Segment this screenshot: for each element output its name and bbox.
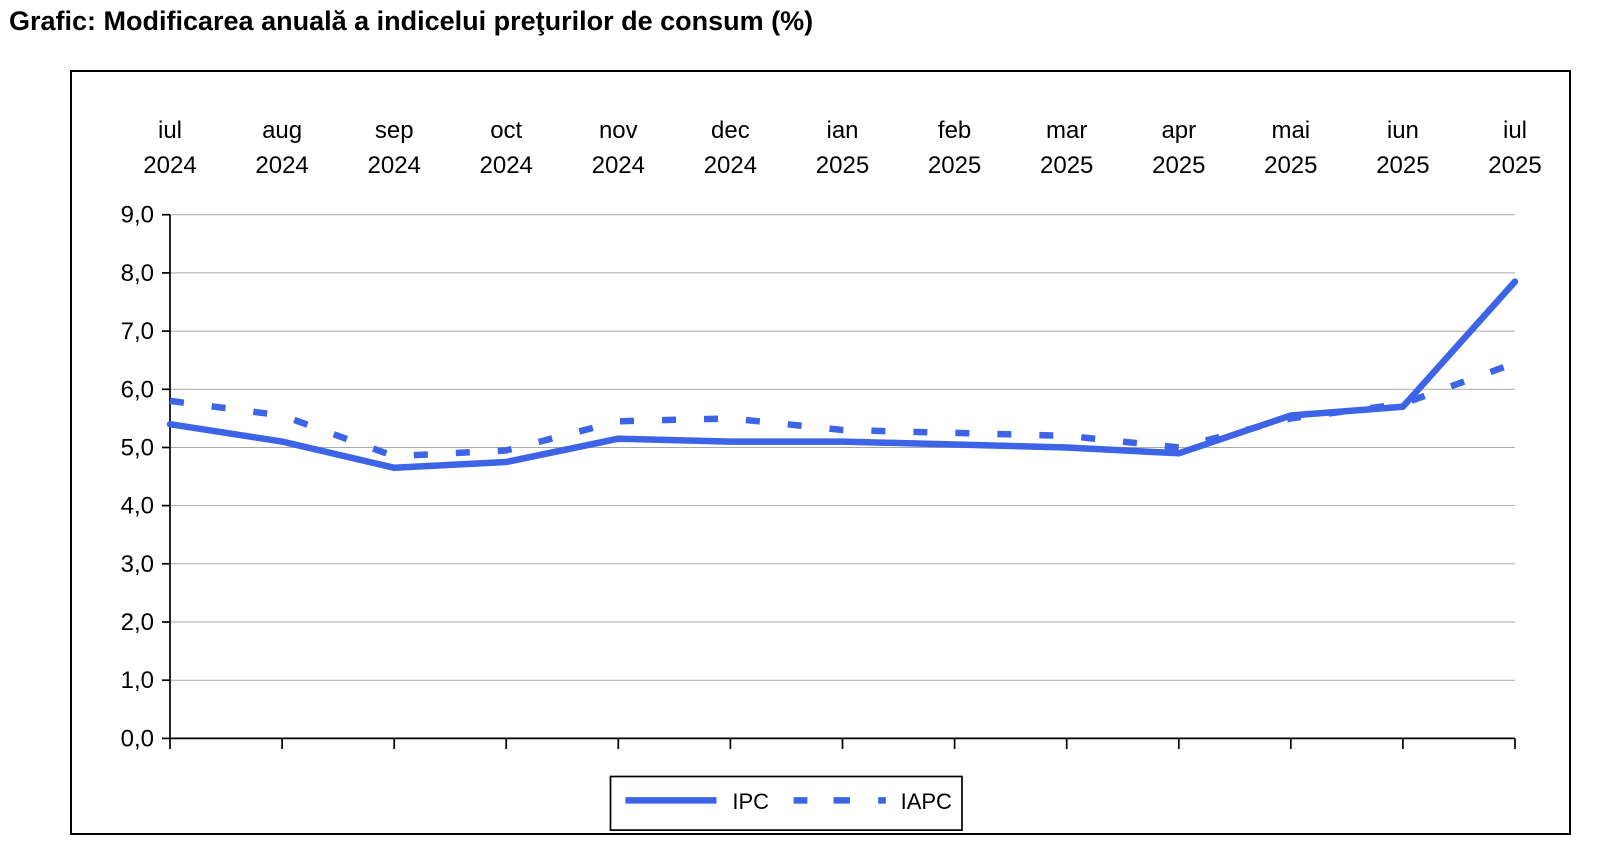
svg-text:nov: nov — [599, 117, 638, 144]
svg-text:feb: feb — [938, 117, 971, 144]
svg-text:2024: 2024 — [368, 152, 421, 179]
svg-text:ian: ian — [826, 117, 858, 144]
svg-text:6,0: 6,0 — [121, 376, 154, 403]
svg-text:IPC: IPC — [732, 789, 769, 814]
svg-text:2024: 2024 — [143, 152, 196, 179]
svg-text:mar: mar — [1046, 117, 1087, 144]
svg-text:aug: aug — [262, 117, 302, 144]
svg-text:2025: 2025 — [1264, 152, 1317, 179]
svg-text:9,0: 9,0 — [121, 202, 154, 229]
svg-text:iun: iun — [1387, 117, 1419, 144]
svg-text:5,0: 5,0 — [121, 435, 154, 462]
svg-text:2024: 2024 — [592, 152, 645, 179]
svg-text:1,0: 1,0 — [121, 667, 154, 694]
svg-text:apr: apr — [1161, 117, 1196, 144]
svg-text:2025: 2025 — [1488, 152, 1541, 179]
svg-text:oct: oct — [490, 117, 522, 144]
svg-text:iul: iul — [1503, 117, 1527, 144]
svg-text:mai: mai — [1271, 117, 1310, 144]
svg-text:iul: iul — [158, 117, 182, 144]
svg-text:4,0: 4,0 — [121, 493, 154, 520]
svg-text:2025: 2025 — [816, 152, 869, 179]
svg-text:2024: 2024 — [255, 152, 308, 179]
svg-text:2025: 2025 — [1152, 152, 1205, 179]
svg-text:2025: 2025 — [1040, 152, 1093, 179]
svg-text:2024: 2024 — [480, 152, 533, 179]
svg-text:0,0: 0,0 — [121, 725, 154, 752]
svg-text:7,0: 7,0 — [121, 318, 154, 345]
svg-text:8,0: 8,0 — [121, 260, 154, 287]
svg-text:IAPC: IAPC — [901, 789, 952, 814]
svg-text:2024: 2024 — [704, 152, 757, 179]
svg-text:2025: 2025 — [928, 152, 981, 179]
svg-text:dec: dec — [711, 117, 750, 144]
svg-text:sep: sep — [375, 117, 414, 144]
svg-text:2025: 2025 — [1376, 152, 1429, 179]
svg-text:3,0: 3,0 — [121, 551, 154, 578]
svg-text:2,0: 2,0 — [121, 609, 154, 636]
